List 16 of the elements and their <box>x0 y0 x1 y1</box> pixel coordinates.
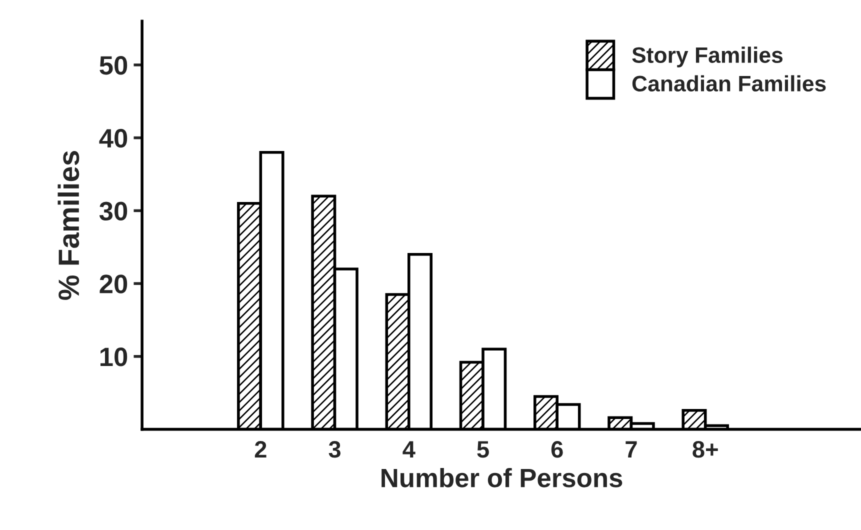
legend-label: Canadian Families <box>632 75 826 92</box>
y-tick-label: 10 <box>100 348 128 366</box>
x-tick-label: 8+ <box>692 441 718 458</box>
y-tick-label: 40 <box>99 128 128 148</box>
legend-label: Story Families <box>632 46 783 68</box>
x-tick-label: 6 <box>551 441 563 458</box>
x-tick-label: 7 <box>626 441 637 458</box>
y-axis-title: % Families <box>58 151 80 300</box>
y-tick-label: 30 <box>99 202 128 221</box>
y-tick-label: 50 <box>100 56 128 75</box>
y-tick-label: 20 <box>100 274 128 294</box>
x-tick-label: 4 <box>402 441 416 458</box>
x-tick-label: 2 <box>254 441 266 458</box>
x-tick-label: 5 <box>477 441 489 458</box>
x-tick-label: 3 <box>328 441 340 458</box>
x-axis-title: Number of Persons <box>382 468 622 488</box>
